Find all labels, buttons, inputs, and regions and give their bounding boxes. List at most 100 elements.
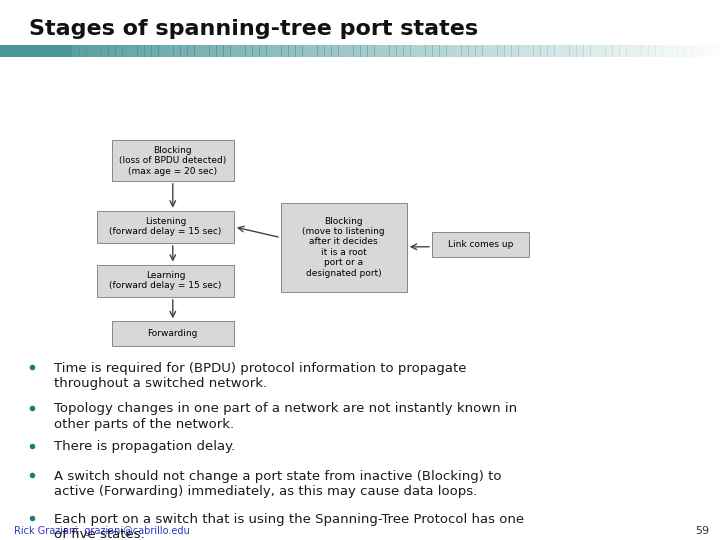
Bar bbox=[353, 45, 361, 57]
Text: 59: 59 bbox=[695, 525, 709, 536]
Bar bbox=[252, 45, 260, 57]
Bar bbox=[713, 45, 720, 57]
FancyBboxPatch shape bbox=[97, 211, 234, 243]
Bar bbox=[0, 45, 72, 57]
Text: Blocking
(move to listening
after it decides
it is a root
port or a
designated p: Blocking (move to listening after it dec… bbox=[302, 217, 385, 278]
Bar bbox=[396, 45, 404, 57]
Bar bbox=[468, 45, 476, 57]
Bar bbox=[547, 45, 555, 57]
Bar bbox=[166, 45, 174, 57]
Bar bbox=[209, 45, 217, 57]
Bar bbox=[101, 45, 109, 57]
Bar bbox=[367, 45, 375, 57]
Text: Blocking
(loss of BPDU detected)
(max age = 20 sec): Blocking (loss of BPDU detected) (max ag… bbox=[120, 146, 226, 176]
Bar bbox=[374, 45, 382, 57]
Bar bbox=[518, 45, 526, 57]
Bar bbox=[634, 45, 642, 57]
Bar bbox=[338, 45, 346, 57]
Bar bbox=[454, 45, 462, 57]
Text: Topology changes in one part of a network are not instantly known in
other parts: Topology changes in one part of a networ… bbox=[54, 402, 517, 431]
Bar bbox=[295, 45, 303, 57]
Bar bbox=[72, 45, 80, 57]
Bar bbox=[598, 45, 606, 57]
FancyBboxPatch shape bbox=[112, 321, 234, 346]
Bar bbox=[526, 45, 534, 57]
Bar bbox=[648, 45, 656, 57]
Bar bbox=[662, 45, 670, 57]
Bar bbox=[173, 45, 181, 57]
Bar bbox=[432, 45, 440, 57]
Bar bbox=[331, 45, 339, 57]
Bar bbox=[274, 45, 282, 57]
Bar bbox=[504, 45, 512, 57]
Bar bbox=[641, 45, 649, 57]
Bar bbox=[475, 45, 483, 57]
Bar bbox=[439, 45, 447, 57]
Bar bbox=[540, 45, 548, 57]
Bar bbox=[158, 45, 166, 57]
Bar bbox=[281, 45, 289, 57]
Bar bbox=[562, 45, 570, 57]
Bar bbox=[691, 45, 699, 57]
Bar bbox=[194, 45, 202, 57]
Bar bbox=[482, 45, 490, 57]
Bar bbox=[418, 45, 426, 57]
Bar bbox=[238, 45, 246, 57]
Bar bbox=[677, 45, 685, 57]
Bar bbox=[266, 45, 274, 57]
Text: Each port on a switch that is using the Spanning-Tree Protocol has one
of five s: Each port on a switch that is using the … bbox=[54, 513, 524, 540]
Bar bbox=[605, 45, 613, 57]
Bar bbox=[108, 45, 116, 57]
Bar bbox=[569, 45, 577, 57]
Bar bbox=[288, 45, 296, 57]
Bar bbox=[389, 45, 397, 57]
Bar bbox=[202, 45, 210, 57]
FancyBboxPatch shape bbox=[281, 202, 407, 292]
Bar bbox=[324, 45, 332, 57]
Bar bbox=[151, 45, 159, 57]
Bar bbox=[245, 45, 253, 57]
Bar bbox=[137, 45, 145, 57]
Bar bbox=[130, 45, 138, 57]
Bar bbox=[346, 45, 354, 57]
Bar bbox=[655, 45, 663, 57]
Text: Link comes up: Link comes up bbox=[448, 240, 513, 249]
Bar bbox=[382, 45, 390, 57]
Bar bbox=[360, 45, 368, 57]
Bar bbox=[583, 45, 591, 57]
Bar bbox=[122, 45, 130, 57]
Bar bbox=[94, 45, 102, 57]
Bar bbox=[317, 45, 325, 57]
Bar bbox=[230, 45, 238, 57]
Bar bbox=[590, 45, 598, 57]
Bar bbox=[554, 45, 562, 57]
Bar bbox=[79, 45, 87, 57]
Text: Stages of spanning-tree port states: Stages of spanning-tree port states bbox=[29, 19, 478, 39]
Bar bbox=[612, 45, 620, 57]
FancyBboxPatch shape bbox=[112, 140, 234, 181]
Bar bbox=[403, 45, 411, 57]
Bar bbox=[187, 45, 195, 57]
Bar bbox=[706, 45, 714, 57]
Text: Rick Graziani  graziani@cabrillo.edu: Rick Graziani graziani@cabrillo.edu bbox=[14, 525, 190, 536]
FancyBboxPatch shape bbox=[432, 232, 529, 256]
Bar bbox=[446, 45, 454, 57]
Text: Listening
(forward delay = 15 sec): Listening (forward delay = 15 sec) bbox=[109, 217, 222, 237]
Bar bbox=[259, 45, 267, 57]
Bar bbox=[180, 45, 188, 57]
Text: A switch should not change a port state from inactive (Blocking) to
active (Forw: A switch should not change a port state … bbox=[54, 470, 502, 498]
Bar bbox=[461, 45, 469, 57]
Bar bbox=[302, 45, 310, 57]
Bar bbox=[497, 45, 505, 57]
Bar bbox=[684, 45, 692, 57]
Bar bbox=[115, 45, 123, 57]
Text: There is propagation delay.: There is propagation delay. bbox=[54, 440, 235, 453]
Text: Time is required for (BPDU) protocol information to propagate
throughout a switc: Time is required for (BPDU) protocol inf… bbox=[54, 362, 467, 390]
Bar bbox=[310, 45, 318, 57]
Bar bbox=[490, 45, 498, 57]
Bar bbox=[670, 45, 678, 57]
Text: Learning
(forward delay = 15 sec): Learning (forward delay = 15 sec) bbox=[109, 271, 222, 291]
Bar bbox=[698, 45, 706, 57]
FancyBboxPatch shape bbox=[97, 265, 234, 297]
Bar bbox=[619, 45, 627, 57]
